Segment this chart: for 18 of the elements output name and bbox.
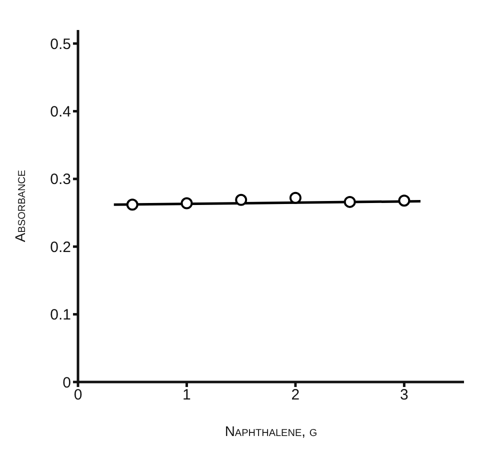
x-tick-label: 2 xyxy=(291,386,300,404)
y-tick-label: 0.5 xyxy=(50,36,71,53)
y-tick-label: 0.1 xyxy=(50,306,71,324)
point xyxy=(180,197,193,210)
y-tick-label: 0.3 xyxy=(50,171,71,188)
y-axis-title: Absorbance xyxy=(12,170,28,242)
y-tick-label: 0.4 xyxy=(50,104,71,121)
x-tick-label: 1 xyxy=(182,386,191,404)
y-tick-label: 0 xyxy=(62,374,71,392)
point xyxy=(235,194,248,206)
x-tick-label: 3 xyxy=(400,386,408,404)
point xyxy=(398,194,410,207)
point xyxy=(344,196,356,208)
x-axis-title: Naphthalene, g xyxy=(224,423,318,439)
x-tick-label: 0 xyxy=(74,386,82,404)
point xyxy=(126,198,138,211)
y-tick-label: 0.2 xyxy=(50,238,71,256)
point xyxy=(289,192,302,204)
